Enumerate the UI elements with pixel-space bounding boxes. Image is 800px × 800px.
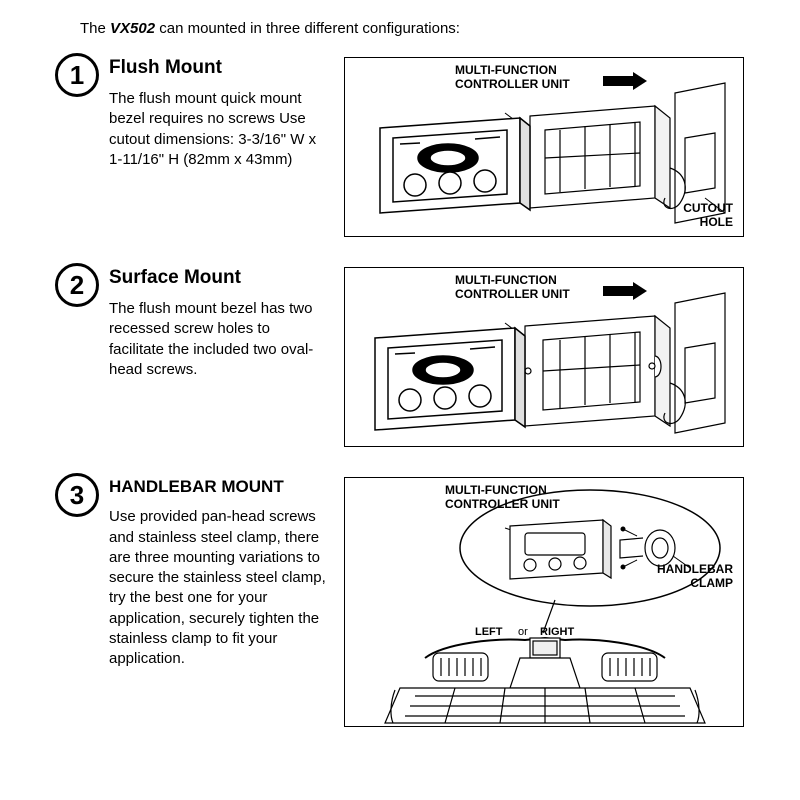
intro-text: The VX502 can mounted in three different… <box>55 20 770 37</box>
diagram-1: MULTI-FUNCTION CONTROLLER UNIT CUTOUT HO… <box>344 57 744 237</box>
section-2-title: Surface Mount <box>109 267 326 289</box>
section-1-text: Flush Mount The flush mount quick mount … <box>109 57 334 170</box>
label-unit-2: MULTI-FUNCTION CONTROLLER UNIT <box>455 274 575 302</box>
label-unit-1: MULTI-FUNCTION CONTROLLER UNIT <box>455 64 575 92</box>
intro-suffix: can mounted in three different configura… <box>155 20 460 37</box>
section-3-desc: Use provided pan-head screws and stainle… <box>109 507 326 669</box>
label-or: or <box>518 626 528 639</box>
step-number-2: 2 <box>55 263 99 307</box>
label-clamp: HANDLEBAR CLAMP <box>643 563 733 591</box>
section-3-title: HANDLEBAR MOUNT <box>109 477 326 497</box>
section-2-text: Surface Mount The flush mount bezel has … <box>109 267 334 380</box>
section-3-text: HANDLEBAR MOUNT Use provided pan-head sc… <box>109 477 334 669</box>
intro-prefix: The <box>80 20 110 37</box>
step-number-1: 1 <box>55 53 99 97</box>
model-name: VX502 <box>110 20 155 37</box>
label-right: RIGHT <box>540 626 574 639</box>
section-2: 2 Surface Mount The flush mount bezel ha… <box>55 267 770 447</box>
label-unit-3: MULTI-FUNCTION CONTROLLER UNIT <box>445 484 565 512</box>
step-number-3: 3 <box>55 473 99 517</box>
section-1-title: Flush Mount <box>109 57 326 79</box>
label-left: LEFT <box>475 626 503 639</box>
diagram-2: MULTI-FUNCTION CONTROLLER UNIT <box>344 267 744 447</box>
section-3: 3 HANDLEBAR MOUNT Use provided pan-head … <box>55 477 770 727</box>
label-cutout-1: CUTOUT HOLE <box>673 202 733 230</box>
diagram-3: MULTI-FUNCTION CONTROLLER UNIT HANDLEBAR… <box>344 477 744 727</box>
section-1-desc: The flush mount quick mount bezel requir… <box>109 89 326 170</box>
section-1: 1 Flush Mount The flush mount quick moun… <box>55 57 770 237</box>
section-2-desc: The flush mount bezel has two recessed s… <box>109 299 326 380</box>
diagram-3-svg <box>345 478 745 728</box>
